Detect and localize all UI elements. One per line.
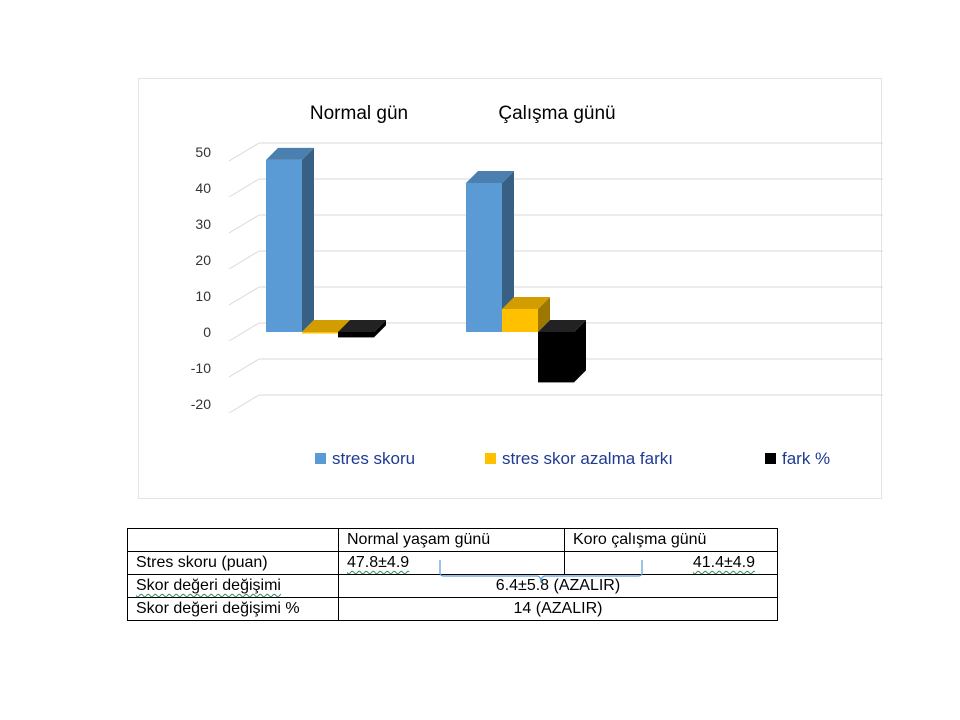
y-tick-label: -10: [191, 360, 211, 376]
cell-skor-degisimi-yuzde: 14 (AZALIR): [338, 597, 778, 621]
gridline-depth: [228, 286, 260, 306]
row-label-skor-degisimi-yuzde: Skor değeri değişimi %: [127, 597, 339, 621]
legend-label: fark %: [782, 449, 830, 468]
cell-normal-score: 47.8±4.9: [338, 551, 565, 575]
bar-top: [538, 320, 586, 332]
normal-score-value: 47.8±4.9: [347, 554, 410, 571]
y-tick-label: 0: [203, 324, 211, 340]
category-label: Normal gün: [310, 103, 408, 124]
y-tick-label: 40: [195, 180, 211, 196]
stress-score-table: Normal yaşam günü Koro çalışma günü Stre…: [127, 528, 778, 621]
legend: stres skoru stres skor azalma farkı fark %: [315, 449, 830, 468]
bar-front: [266, 159, 302, 332]
bar-side: [574, 320, 586, 383]
bar-front: [302, 332, 338, 334]
table-row: Skor değeri değişimi 6.4±5.8 (AZALIR): [127, 574, 778, 598]
cell-koro-score: 41.4±4.9: [564, 551, 778, 575]
gridline-depth: [228, 178, 260, 198]
chart-area: 50 40 30 20 10 0 -10 -20 Normal gün Çalışma günü…: [138, 78, 883, 499]
legend-swatch: [315, 453, 326, 464]
gridline-depth: [228, 322, 260, 342]
legend-swatch: [765, 453, 776, 464]
y-tick-label: 50: [195, 144, 211, 160]
gridline-depth: [228, 358, 260, 378]
cell-skor-degisimi: 6.4±5.8 (AZALIR): [338, 574, 778, 598]
bar-front: [466, 182, 502, 332]
table-header-row: Normal yaşam günü Koro çalışma günü: [127, 528, 778, 552]
legend-label: stres skoru: [332, 449, 415, 468]
bar-side: [374, 320, 386, 338]
legend-swatch: [485, 453, 496, 464]
gridline-depth: [228, 250, 260, 270]
bar-front: [338, 332, 374, 338]
bar-side: [302, 147, 314, 332]
row-label-skor-degisimi: Skor değeri değişimi: [127, 574, 339, 598]
bar-side: [502, 170, 514, 332]
koro-score-value: 41.4±4.9: [692, 554, 755, 571]
table-header-normal: Normal yaşam günü: [338, 528, 565, 552]
table-row: Stres skoru (puan) 47.8±4.9 41.4±4.9: [127, 551, 778, 575]
table-header-koro: Koro çalışma günü: [564, 528, 778, 552]
bar-front: [538, 332, 574, 383]
bar-top: [466, 170, 514, 183]
bar-top: [338, 320, 386, 332]
bar-chart-svg: 50 40 30 20 10 0 -10 -20 Normal gün Çalışma günü…: [191, 103, 883, 468]
bar-top: [266, 147, 314, 160]
y-tick-label: 20: [195, 252, 211, 268]
bar-side: [538, 296, 550, 332]
bar-top: [302, 320, 350, 332]
row-label-stres-skoru: Stres skoru (puan): [127, 551, 339, 575]
skor-degisimi-label: Skor değeri değişimi: [136, 577, 281, 594]
category-labels: Normal gün Çalışma günü: [310, 103, 616, 124]
y-axis-ticks: 50 40 30 20 10 0 -10 -20: [191, 144, 211, 412]
gridline-depth: [228, 214, 260, 234]
y-tick-label: -20: [191, 396, 211, 412]
bar-top: [502, 296, 550, 309]
bar-front: [502, 308, 538, 332]
gridline-depth: [228, 394, 260, 414]
category-label: Çalışma günü: [498, 103, 615, 124]
y-tick-label: 10: [195, 288, 211, 304]
table-row: Skor değeri değişimi % 14 (AZALIR): [127, 597, 778, 621]
table-header-empty: [127, 528, 339, 552]
bars: [266, 147, 586, 383]
y-tick-label: 30: [195, 216, 211, 232]
legend-label: stres skor azalma farkı: [502, 449, 673, 468]
gridline-depth: [228, 142, 260, 162]
